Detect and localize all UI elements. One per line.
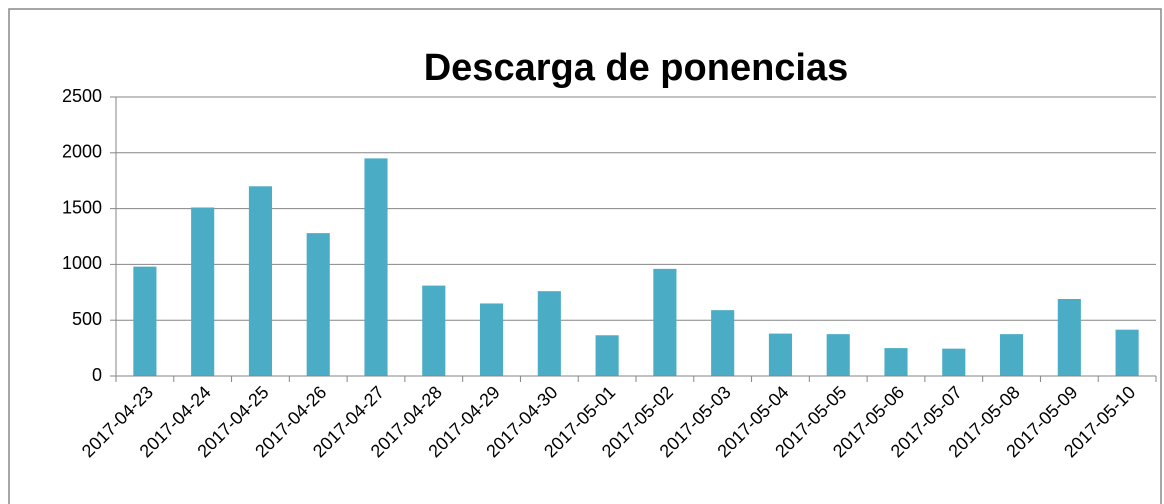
y-tick-label: 1000 (62, 253, 102, 273)
bar (826, 334, 850, 376)
bar (595, 335, 619, 376)
y-tick-label: 0 (92, 365, 102, 385)
bar (884, 348, 908, 376)
bar (422, 285, 446, 376)
bar (133, 266, 157, 376)
bar (942, 348, 966, 376)
bar (480, 303, 504, 376)
bar (1000, 334, 1024, 376)
bar (1057, 298, 1081, 376)
bar (191, 207, 215, 376)
chart-title: Descarga de ponencias (424, 47, 849, 89)
bar (248, 186, 272, 376)
y-tick-label: 500 (72, 309, 102, 329)
bar (364, 158, 388, 376)
bar (653, 268, 677, 376)
bar (1115, 329, 1139, 376)
y-tick-label: 2000 (62, 142, 102, 162)
bar (711, 310, 735, 376)
bar (306, 233, 330, 376)
bar (768, 333, 792, 376)
y-tick-label: 2500 (62, 86, 102, 106)
y-tick-label: 1500 (62, 197, 102, 217)
bar (537, 291, 561, 376)
